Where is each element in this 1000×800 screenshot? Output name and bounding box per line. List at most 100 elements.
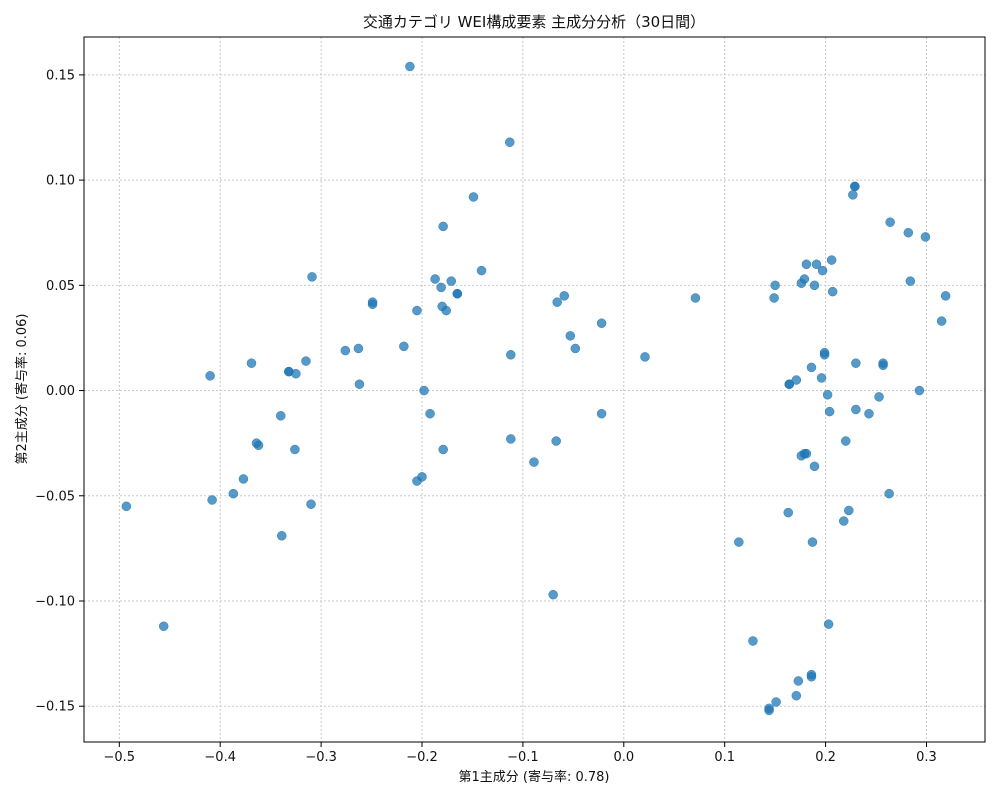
data-point [551,436,561,446]
axis-layer: −0.5 −0.4 −0.3 −0.2 −0.1 0.0 0.1 0.2 0.3 −0.15 −0.… [35,68,937,765]
data-point [838,516,849,526]
data-point [425,408,435,419]
data-point [301,356,311,366]
data-point [548,589,558,600]
data-point [253,440,264,451]
data-point [824,406,835,417]
data-point [807,537,818,547]
data-point [690,293,701,303]
y-tick-label: −0.10 [35,595,75,610]
data-point [476,265,487,276]
data-point [809,280,820,291]
data-point [819,350,830,360]
data-point [430,274,440,284]
x-tick-label: 0.2 [815,750,836,765]
data-point [412,476,422,486]
x-tick-label: −0.1 [507,750,539,765]
data-point [405,61,415,72]
data-point [353,343,364,354]
data-point [275,411,286,421]
y-tick-label: −0.15 [35,700,75,715]
data-point [441,305,451,316]
data-point [791,690,802,701]
data-point [596,408,607,419]
x-tick-label: 0.3 [916,750,937,765]
data-point [793,676,804,686]
data-point [158,621,169,632]
data-point [822,390,833,400]
x-tick-label: −0.4 [204,750,236,765]
data-point [806,362,817,373]
data-point [796,278,807,288]
data-point [436,282,446,293]
data-point [851,404,861,415]
data-point [940,291,951,301]
data-point [228,488,239,499]
x-tick-label: −0.5 [104,750,136,765]
data-point [438,221,448,232]
data-point [340,345,351,356]
data-point [399,341,409,352]
chart-title: 交通カテゴリ WEI構成要素 主成分分析（30日間） [363,13,705,31]
data-point [809,461,820,472]
x-axis-label: 第1主成分 (寄与率: 0.78) [458,769,609,785]
data-point [559,291,570,301]
points-layer [121,61,951,716]
data-point [816,373,827,383]
data-point [885,217,895,227]
data-point [884,488,894,499]
data-point [764,705,774,716]
data-point [419,385,429,396]
data-point [640,352,650,362]
data-point [920,232,931,242]
x-tick-label: 0.1 [714,750,735,765]
data-point [438,444,448,455]
data-point [207,495,217,505]
data-point [529,457,539,467]
data-point [903,227,914,238]
data-point [446,276,457,286]
data-point [874,392,884,402]
data-point [850,181,860,192]
data-point [552,297,562,307]
data-point [823,619,834,629]
data-point [306,499,316,509]
data-point [914,385,925,396]
data-point [367,299,378,310]
data-point [811,259,822,270]
y-tick-label: 0.10 [46,174,75,189]
data-point [246,358,257,368]
data-point [205,371,215,381]
data-point [506,434,516,444]
data-point [748,636,758,646]
data-point [844,505,854,516]
data-point [827,286,838,297]
data-point [412,305,422,316]
data-point [770,280,780,291]
y-tick-label: 0.15 [46,68,75,83]
data-point [307,272,317,282]
grid-layer [84,37,985,742]
data-point [851,358,861,368]
data-point [291,368,301,379]
data-point [565,331,576,341]
y-tick-label: −0.05 [35,489,75,504]
data-point [864,408,874,419]
data-point [769,293,779,303]
data-point [277,531,287,541]
data-point [121,501,132,512]
data-point [784,379,795,389]
data-point [596,318,607,328]
data-point [290,444,300,455]
data-point [506,350,516,360]
data-point [354,379,365,389]
data-point [848,190,858,200]
data-point [826,255,837,265]
data-point [905,276,916,286]
y-tick-label: 0.05 [46,279,75,294]
data-point [468,192,479,202]
data-point [801,259,812,270]
x-tick-label: −0.2 [406,750,438,765]
